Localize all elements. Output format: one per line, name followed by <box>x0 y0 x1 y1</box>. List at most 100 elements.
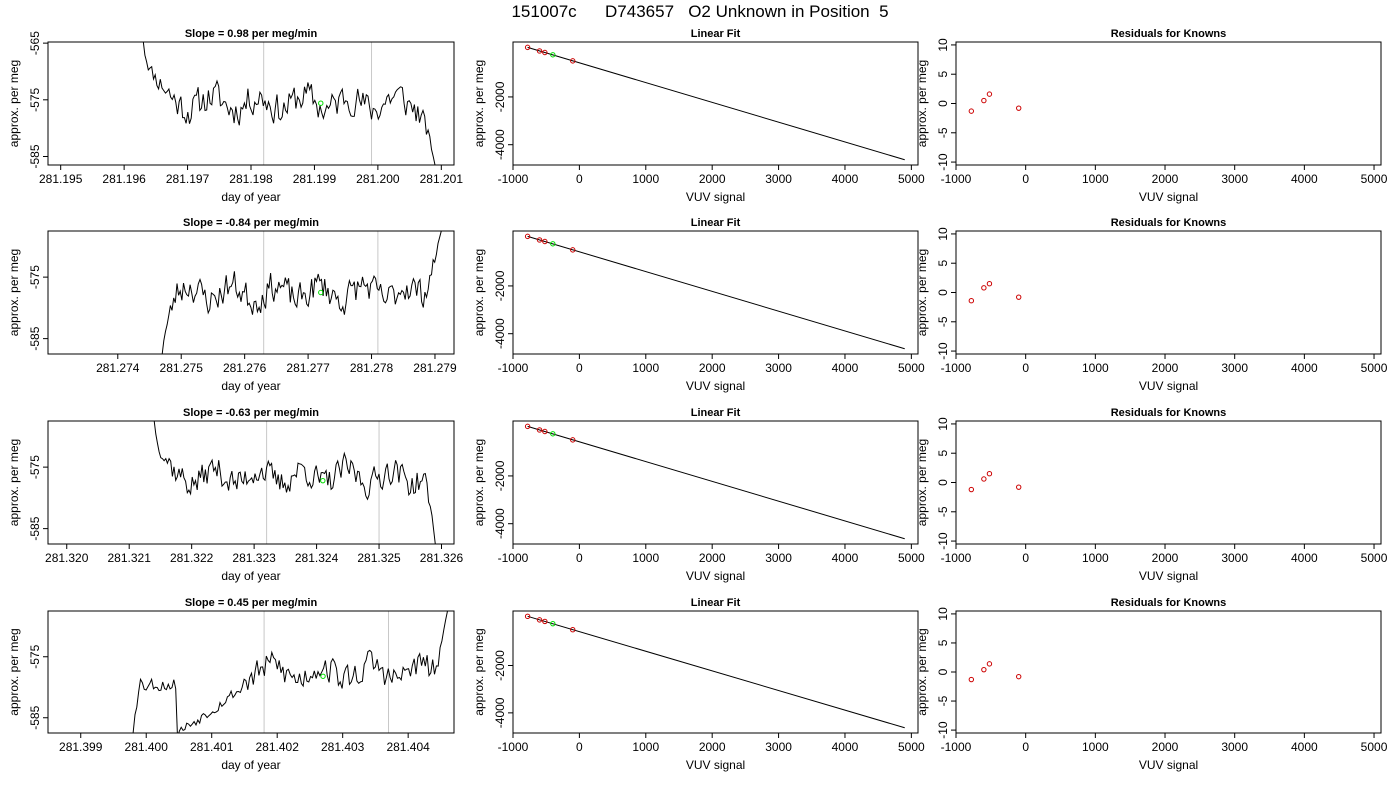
plot-frame <box>955 230 1382 355</box>
plot-area <box>968 471 1022 493</box>
panel-title: Slope = -0.63 per meg/min <box>183 407 319 419</box>
x-axis-label: day of year <box>221 758 280 772</box>
x-tick-label: 3000 <box>1221 740 1248 754</box>
plot-area <box>968 661 1022 683</box>
y-axis-label: approx. per meg <box>472 60 486 147</box>
panel-3-1: Slope = -0.63 per meg/min 281.320 281.321 2… <box>7 407 464 583</box>
unknown-point <box>318 100 324 106</box>
known-point <box>542 618 548 625</box>
y-tick-label: 0 <box>936 289 950 296</box>
y-tick-label: 0 <box>936 100 950 107</box>
x-tick-label: 5000 <box>1361 740 1388 754</box>
known-point <box>524 613 531 620</box>
fit-line <box>527 425 905 540</box>
x-tick-label: 3000 <box>1221 361 1248 375</box>
known-point <box>986 661 993 667</box>
panel-title: Linear Fit <box>691 597 741 609</box>
panel-title: Residuals for Knowns <box>1111 597 1227 609</box>
plot-frame <box>955 41 1382 166</box>
x-tick-label: 1000 <box>632 172 659 186</box>
x-tick-label: 281.196 <box>102 172 146 186</box>
plot-area <box>524 44 905 161</box>
panel-3-2: Linear Fit -1000 0 1000 2000 3000 4000 5000 VUV … <box>472 407 925 583</box>
y-tick-label: -575 <box>28 455 42 479</box>
known-point <box>542 428 548 435</box>
x-tick-label: 2000 <box>699 551 726 565</box>
y-tick-label: 10 <box>936 607 950 621</box>
x-axis-label: VUV signal <box>686 758 745 772</box>
x-axis-label: day of year <box>221 379 280 393</box>
x-tick-label: 0 <box>576 551 583 565</box>
known-point <box>536 427 543 433</box>
y-tick-label: -5 <box>936 316 950 327</box>
known-point <box>986 91 993 97</box>
x-tick-label: 5000 <box>1361 551 1388 565</box>
panel-4-2: Linear Fit -1000 0 1000 2000 3000 4000 5000 VUV … <box>472 597 925 772</box>
panel-title: Residuals for Knowns <box>1111 407 1227 419</box>
x-tick-label: 281.197 <box>166 172 210 186</box>
unknown-point <box>550 620 556 627</box>
known-point <box>536 48 543 54</box>
plot-area <box>142 42 436 165</box>
y-tick-label: -2000 <box>493 270 507 301</box>
x-tick-label: 5000 <box>898 172 925 186</box>
plot-frame <box>47 41 455 166</box>
plot-area <box>968 281 1022 304</box>
y-tick-label: -2000 <box>493 460 507 491</box>
x-tick-label: 2000 <box>699 740 726 754</box>
y-tick-label: 10 <box>936 227 950 241</box>
known-point <box>570 437 576 443</box>
y-axis-label: approx. per meg <box>915 60 929 147</box>
data-trace <box>161 231 442 354</box>
plot-area <box>524 423 905 540</box>
y-tick-label: -2000 <box>493 81 507 112</box>
y-axis-label: approx. per meg <box>915 249 929 336</box>
x-tick-label: 281.321 <box>108 551 152 565</box>
known-point <box>981 97 987 104</box>
x-tick-label: 0 <box>1022 740 1029 754</box>
panel-2-1: Slope = -0.84 per meg/min 281.274 281.275 2… <box>7 217 457 393</box>
x-tick-label: 4000 <box>832 361 859 375</box>
data-trace <box>132 611 448 733</box>
plot-frame <box>955 420 1382 545</box>
y-axis-label: approx. per meg <box>7 60 21 147</box>
x-tick-label: 1000 <box>632 551 659 565</box>
panel-4-3: Residuals for Knowns -1000 0 1000 2000 3000 40… <box>915 597 1388 772</box>
y-tick-label: -4000 <box>493 129 507 160</box>
known-point <box>570 58 576 64</box>
y-axis-label: approx. per meg <box>472 249 486 336</box>
y-tick-label: 0 <box>936 668 950 675</box>
x-tick-label: 1000 <box>1082 551 1109 565</box>
known-point <box>986 471 993 477</box>
known-point <box>570 627 576 633</box>
x-tick-label: 4000 <box>1291 740 1318 754</box>
known-point <box>1016 294 1022 300</box>
panel-3-3: Residuals for Knowns -1000 0 1000 2000 3000 40… <box>915 407 1388 583</box>
page-title: 151007c D743657 O2 Unknown in Position 5 <box>511 2 889 21</box>
x-axis-label: VUV signal <box>1139 758 1198 772</box>
x-tick-label: 281.277 <box>286 361 330 375</box>
x-tick-label: 281.274 <box>96 361 140 375</box>
x-tick-label: 281.195 <box>39 172 83 186</box>
x-tick-label: 2000 <box>699 172 726 186</box>
x-tick-label: 2000 <box>1152 551 1179 565</box>
x-tick-label: 4000 <box>1291 172 1318 186</box>
panel-title: Residuals for Knowns <box>1111 217 1227 229</box>
x-tick-label: 281.201 <box>420 172 464 186</box>
x-tick-label: 281.326 <box>420 551 464 565</box>
x-tick-label: 0 <box>1022 551 1029 565</box>
y-tick-label: -585 <box>28 326 42 350</box>
plot-area <box>153 421 436 544</box>
fit-line <box>527 615 905 729</box>
panel-title: Slope = -0.84 per meg/min <box>183 217 319 229</box>
x-tick-label: -1000 <box>498 172 529 186</box>
panel-1-3: Residuals for Knowns -1000 0 1000 2000 3000 40… <box>915 28 1388 204</box>
panel-title: Linear Fit <box>691 407 741 419</box>
panel-1-2: Linear Fit -1000 0 1000 2000 3000 4000 5000 VUV … <box>472 28 925 204</box>
x-tick-label: -1000 <box>941 551 972 565</box>
x-tick-label: 281.322 <box>170 551 214 565</box>
known-point <box>981 666 987 673</box>
y-tick-label: -4000 <box>493 318 507 349</box>
x-tick-label: 1000 <box>1082 740 1109 754</box>
